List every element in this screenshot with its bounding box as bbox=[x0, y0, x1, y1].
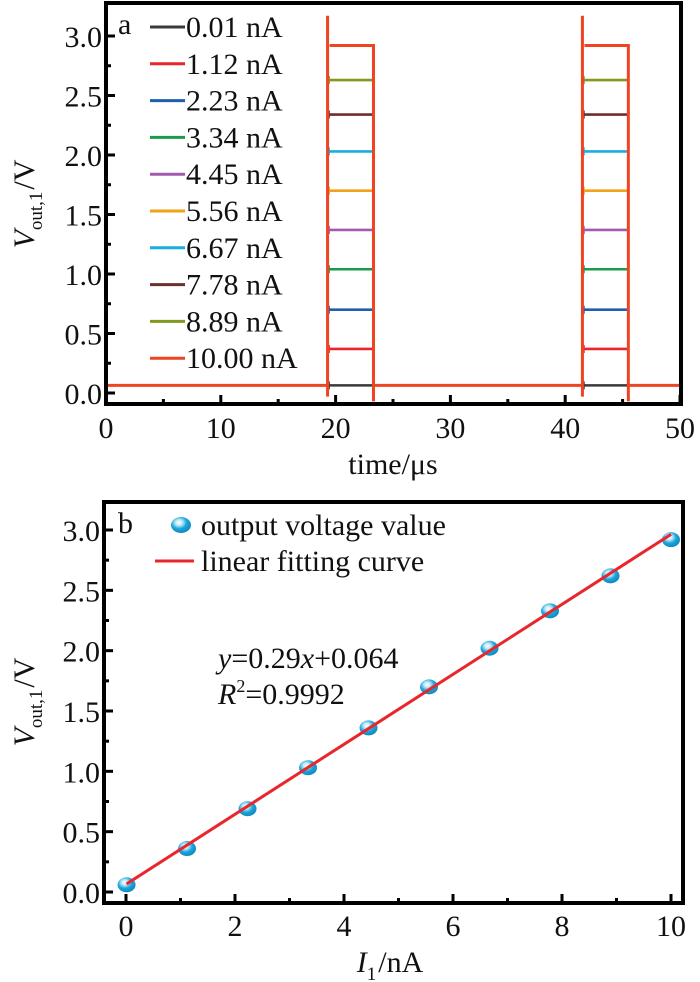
legend-label: 5.56 nA bbox=[186, 195, 283, 228]
y-tick-label-a: 1.5 bbox=[65, 200, 103, 233]
plot-area-b bbox=[117, 532, 680, 893]
x-tick-label-b: 2 bbox=[228, 910, 243, 943]
y-axis-title-b-unit: /V bbox=[8, 657, 41, 687]
y-tick-label-b: 1.0 bbox=[63, 756, 101, 789]
chart-a: 0.0 0.5 1.0 1.5 2.0 2.5 3.0 0 10 20 30 40 50 a 0.01 … bbox=[8, 1, 696, 481]
y-tick-label-a: 0.5 bbox=[65, 319, 103, 352]
legend-label: 6.67 nA bbox=[186, 232, 283, 265]
data-point bbox=[601, 568, 620, 584]
chart-b: 0.0 0.5 1.0 1.5 2.0 2.5 3.0 0 2 4 6 8 10 b output vo… bbox=[8, 500, 687, 982]
x-tick-label-a: 20 bbox=[321, 412, 351, 445]
y-tick-label-b: 3.0 bbox=[63, 515, 101, 548]
x-tick-label-b: 10 bbox=[656, 910, 686, 943]
legend-label: 4.45 nA bbox=[186, 158, 283, 191]
svg-text:Vout,1/V: Vout,1/V bbox=[8, 657, 47, 746]
legend-item-4-45-na: 4.45 nA bbox=[150, 158, 283, 191]
x-tick-label-b: 4 bbox=[337, 910, 352, 943]
series-line-10-00-na bbox=[106, 15, 680, 402]
y-tick-label-b: 0.0 bbox=[63, 877, 101, 910]
y-tick-label-b: 2.5 bbox=[63, 575, 101, 608]
y-tick-label-a: 3.0 bbox=[65, 21, 103, 54]
fit-r-rhs: =0.9992 bbox=[245, 678, 344, 711]
legend-item-3-34-na: 3.34 nA bbox=[150, 121, 283, 154]
legend-label: 10.00 nA bbox=[186, 342, 298, 375]
legend-marker-sphere bbox=[171, 517, 191, 533]
y-axis-title-a-sub: out,1 bbox=[26, 192, 47, 231]
panel-label-a: a bbox=[118, 8, 131, 41]
y-tick-label-a: 2.0 bbox=[65, 140, 103, 173]
legend-item-5-56-na: 5.56 nA bbox=[150, 195, 283, 228]
y-axis-title-b-main: V bbox=[8, 724, 41, 746]
fit-eq-x: x bbox=[300, 642, 315, 675]
legend-item-0-01-na: 0.01 nA bbox=[150, 11, 283, 44]
y-axis-title-a: Vout,1/V bbox=[8, 159, 47, 248]
legend-item-2-23-na: 2.23 nA bbox=[150, 85, 283, 118]
legend-label: 8.89 nA bbox=[186, 305, 283, 338]
legend-item-1-12-na: 1.12 nA bbox=[150, 48, 283, 81]
legend-label: 2.23 nA bbox=[186, 85, 283, 118]
legend-item-linear-fit: linear fitting curve bbox=[155, 545, 424, 578]
y-axis-title-a-unit: /V bbox=[8, 159, 41, 189]
y-tick-label-a: 0.0 bbox=[65, 378, 103, 411]
panel-label-b: b bbox=[118, 507, 133, 540]
legend-item-10-00-na: 10.00 nA bbox=[150, 342, 298, 375]
legend-label: 3.34 nA bbox=[186, 121, 283, 154]
legend-item-7-78-na: 7.78 nA bbox=[150, 269, 283, 302]
x-axis-title-b-main: I bbox=[356, 946, 369, 979]
ticks-a: 0.0 0.5 1.0 1.5 2.0 2.5 3.0 0 10 20 30 40 50 bbox=[65, 21, 696, 445]
fit-eq-rhs-a: =0.29 bbox=[231, 642, 300, 675]
legend-a: 0.01 nA 1.12 nA 2.23 nA3.34 nA 4.45 nA 5.56 … bbox=[150, 11, 298, 375]
legend-label: 0.01 nA bbox=[186, 11, 283, 44]
y-tick-label-b: 1.5 bbox=[63, 696, 101, 729]
y-tick-label-a: 2.5 bbox=[65, 81, 103, 114]
x-axis-title-a: time/μs bbox=[348, 448, 437, 481]
x-tick-label-a: 50 bbox=[665, 412, 695, 445]
y-axis-title-b: Vout,1/V bbox=[8, 657, 47, 746]
data-point bbox=[420, 679, 439, 695]
legend-label: 1.12 nA bbox=[186, 48, 283, 81]
y-tick-label-a: 1.0 bbox=[65, 259, 103, 292]
legend-item-8-89-na: 8.89 nA bbox=[150, 305, 283, 338]
y-tick-label-b: 0.5 bbox=[63, 817, 101, 850]
x-axis-title-b: I1/nA bbox=[356, 946, 424, 982]
x-tick-label-b: 6 bbox=[446, 910, 461, 943]
fit-r-squared: R2=0.9992 bbox=[217, 676, 345, 711]
svg-text:Vout,1/V: Vout,1/V bbox=[8, 159, 47, 248]
legend-b: output voltage value linear fitting curv… bbox=[155, 509, 446, 578]
data-point bbox=[178, 841, 197, 857]
legend-item-output-voltage: output voltage value bbox=[171, 509, 446, 542]
x-tick-label-a: 40 bbox=[550, 412, 580, 445]
fit-r-var: R bbox=[217, 678, 236, 711]
x-tick-label-a: 10 bbox=[206, 412, 236, 445]
x-tick-label-b: 0 bbox=[119, 910, 134, 943]
x-tick-label-a: 0 bbox=[99, 412, 114, 445]
plot-area-a bbox=[106, 15, 680, 402]
fit-line bbox=[125, 533, 672, 886]
fit-eq-y: y bbox=[215, 642, 232, 675]
x-axis-title-b-unit: /nA bbox=[378, 946, 423, 979]
legend-item-6-67-na: 6.67 nA bbox=[150, 232, 283, 265]
axes-frame-b bbox=[102, 500, 685, 905]
fit-r-sup: 2 bbox=[236, 676, 245, 696]
legend-label-output-voltage: output voltage value bbox=[201, 509, 446, 542]
x-tick-label-a: 30 bbox=[435, 412, 465, 445]
y-axis-title-a-main: V bbox=[8, 226, 41, 248]
y-axis-title-b-sub: out,1 bbox=[26, 690, 47, 729]
legend-label-linear-fit: linear fitting curve bbox=[201, 545, 424, 578]
x-axis-title-b-sub: 1 bbox=[367, 964, 377, 982]
fit-eq-rhs-b: +0.064 bbox=[314, 642, 398, 675]
fit-equation: y=0.29x+0.064 bbox=[215, 642, 399, 675]
x-tick-label-b: 8 bbox=[555, 910, 570, 943]
ticks-b: 0.0 0.5 1.0 1.5 2.0 2.5 3.0 0 2 4 6 8 10 bbox=[63, 515, 687, 943]
legend-label: 7.78 nA bbox=[186, 269, 283, 302]
y-tick-label-b: 2.0 bbox=[63, 636, 101, 669]
